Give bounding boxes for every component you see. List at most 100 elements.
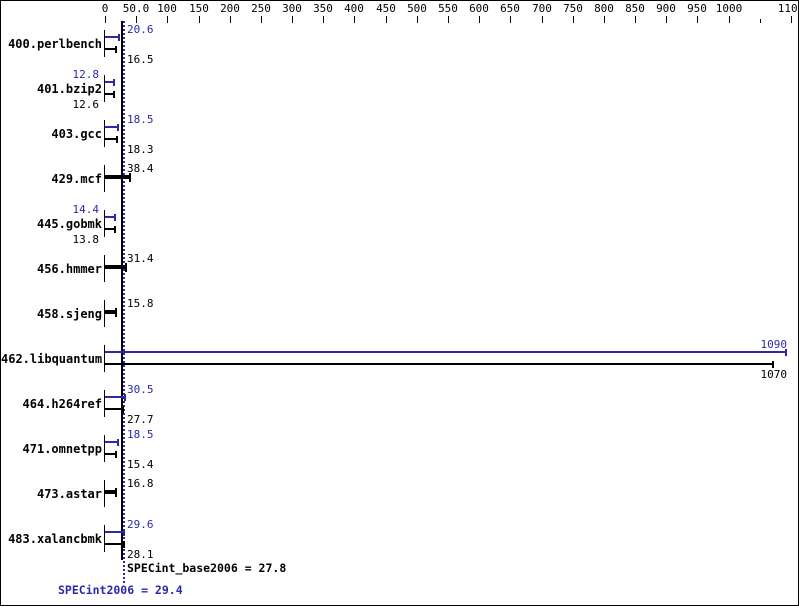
peak-bar: [105, 126, 117, 128]
base-bar: [105, 543, 123, 545]
axis-tick-mark: [354, 16, 355, 23]
row-zero-axis: [104, 525, 105, 552]
base-value-label: 13.8: [72, 233, 100, 246]
peak-bar: [105, 81, 113, 83]
axis-tick-mark: [729, 16, 730, 23]
axis-tick-label: 450: [376, 2, 396, 15]
benchmark-label: 458.sjeng: [36, 307, 102, 321]
bar-end-cap: [115, 308, 117, 317]
axis-tick-label: 300: [282, 2, 302, 15]
peak-bar: [105, 351, 785, 353]
axis-tick-mark: [573, 16, 574, 23]
peak-bar: [105, 531, 123, 533]
axis-tick-mark: [666, 16, 667, 23]
base-bar-end-cap: [115, 451, 117, 458]
base-bar: [105, 363, 772, 365]
base-bar: [105, 228, 114, 230]
axis-tick-mark: [167, 16, 168, 23]
axis-tick-mark: [323, 16, 324, 23]
base-value-label: 18.3: [127, 143, 154, 156]
peak-value-label: 29.6: [127, 518, 154, 531]
result-value-label: 15.8: [127, 297, 154, 310]
base-value-label: 16.5: [127, 53, 154, 66]
peak-bar-end-cap: [117, 439, 119, 446]
benchmark-label: 456.hmmer: [36, 262, 102, 276]
peak-bar-end-cap: [123, 529, 125, 536]
base-value-label: 27.7: [127, 413, 154, 426]
specint-base-summary: SPECint_base2006 = 27.8: [127, 561, 287, 575]
specint-peak-summary: SPECint2006 = 29.4: [58, 583, 183, 597]
peak-value-label: 14.4: [72, 203, 100, 216]
peak-bar: [105, 396, 124, 398]
base-bar: [105, 138, 116, 140]
bar-end-cap: [129, 173, 131, 182]
peak-value-label: 1090: [760, 338, 788, 351]
axis-tick-mark: [261, 16, 262, 23]
axis-tick-mark: [697, 16, 698, 23]
axis-tick-mark: [199, 16, 200, 23]
benchmark-label: 464.h264ref: [22, 397, 102, 411]
base-bar-end-cap: [116, 136, 118, 143]
peak-value-label: 20.6: [127, 23, 154, 36]
axis-tick-mark: [136, 16, 137, 23]
result-bar: [105, 490, 115, 494]
axis-tick-mark: [230, 16, 231, 23]
axis-tick-label: 500: [407, 2, 427, 15]
base-bar-end-cap: [123, 541, 125, 548]
axis-tick-label: 400: [344, 2, 364, 15]
benchmark-label: 400.perlbench: [8, 37, 102, 51]
peak-bar: [105, 216, 114, 218]
axis-tick-label: 650: [500, 2, 520, 15]
axis-tick-label: 1000: [715, 2, 743, 15]
axis-tick-mark: [386, 16, 387, 23]
axis-tick-mark: [292, 16, 293, 23]
axis-tick-label: 250: [251, 2, 271, 15]
base-value-label: 12.6: [72, 98, 100, 111]
benchmark-label: 429.mcf: [51, 172, 102, 186]
peak-value-label: 18.5: [127, 428, 154, 441]
row-zero-axis: [104, 435, 105, 462]
axis-tick-mark: [448, 16, 449, 23]
benchmark-label: 445.gobmk: [36, 217, 102, 231]
benchmark-label: 401.bzip2: [36, 82, 102, 96]
bar-end-cap: [125, 263, 127, 272]
base-mean-line: [121, 21, 123, 560]
axis-tick-mark: [417, 16, 418, 23]
base-bar: [105, 93, 113, 95]
row-zero-axis: [104, 120, 105, 147]
row-zero-axis: [104, 390, 105, 417]
base-bar: [105, 48, 115, 50]
peak-value-label: 18.5: [127, 113, 154, 126]
axis-tick-label: 350: [313, 2, 333, 15]
peak-bar: [105, 36, 118, 38]
axis-tick-mark: [791, 16, 792, 23]
row-zero-axis: [104, 480, 105, 507]
axis-tick-label: 850: [625, 2, 645, 15]
axis-tick-label: 950: [687, 2, 707, 15]
base-value-label: 1070: [760, 368, 788, 381]
peak-value-label: 12.8: [72, 68, 100, 81]
axis-tick-label: 0: [101, 2, 109, 15]
base-bar-end-cap: [114, 226, 116, 233]
row-zero-axis: [104, 30, 105, 57]
base-bar: [105, 408, 122, 410]
axis-tick-mark: [542, 16, 543, 23]
base-bar-end-cap: [113, 91, 115, 98]
axis-tick-label: 150: [189, 2, 209, 15]
bar-end-cap: [115, 488, 117, 497]
peak-bar-end-cap: [114, 214, 116, 221]
peak-bar-end-cap: [785, 349, 787, 356]
benchmark-label: 462.libquantum: [1, 352, 103, 366]
peak-bar-end-cap: [113, 79, 115, 86]
result-bar: [105, 265, 125, 269]
result-value-label: 16.8: [127, 477, 154, 490]
result-bar: [105, 310, 115, 314]
row-zero-axis: [104, 345, 105, 372]
benchmark-label: 471.omnetpp: [22, 442, 102, 456]
axis-tick-mark: [479, 16, 480, 23]
row-zero-axis: [104, 165, 105, 192]
axis-tick-label: 700: [532, 2, 552, 15]
axis-tick-label: 550: [438, 2, 458, 15]
base-bar-end-cap: [115, 46, 117, 53]
axis-tick-mark: [105, 16, 106, 23]
